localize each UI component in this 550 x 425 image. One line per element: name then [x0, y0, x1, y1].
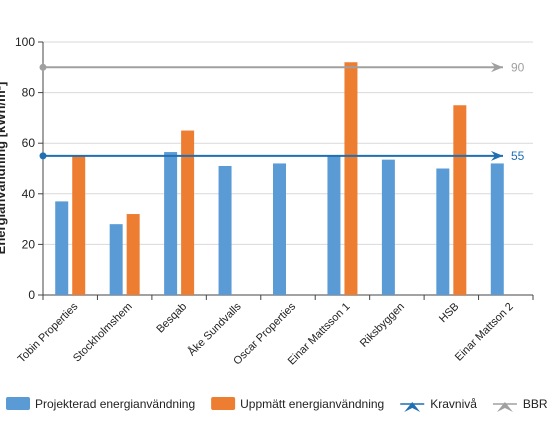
y-tick-label: 0 — [28, 288, 35, 302]
x-tick-label: Stockholmshem — [71, 301, 135, 365]
reference-line-arrow — [491, 62, 503, 73]
y-axis-title: Energianvändning [kWh/m²] — [0, 82, 8, 255]
y-tick-label: 20 — [22, 237, 36, 251]
reference-line-marker — [39, 152, 47, 160]
axis-layer: 0 20 40 60 80 100 — [15, 35, 534, 302]
legend-swatch — [211, 397, 236, 410]
reference-line-label: 55 — [511, 149, 525, 163]
x-tick-label: Einar Mattson 2 — [453, 301, 516, 364]
bar-projected — [164, 152, 178, 295]
bar-measured — [344, 62, 358, 295]
reference-line-layer: 55 90 — [39, 60, 525, 163]
x-tick-label: Åke Sundvalls — [185, 300, 244, 359]
bar-measured — [181, 130, 195, 295]
legend-arrow-icon — [496, 402, 513, 412]
bar-measured — [72, 155, 86, 295]
bar-projected — [436, 168, 450, 295]
legend-label: Kravnivå — [430, 397, 477, 411]
legend: Projekterad energianvändning Uppmätt ener… — [6, 397, 548, 412]
legend-arrow-icon — [404, 402, 421, 412]
legend-label: Projekterad energianvändning — [35, 397, 195, 411]
reference-line-label: 90 — [511, 60, 525, 74]
bar-projected — [218, 165, 232, 295]
legend-label: Uppmätt energianvändning — [240, 397, 384, 411]
legend-swatch — [6, 397, 30, 410]
legend-label: BBR — [523, 397, 548, 411]
bar-projected — [273, 163, 286, 295]
bar-measured — [453, 105, 467, 295]
bar-layer — [55, 62, 504, 295]
y-tick-label: 80 — [22, 86, 36, 100]
bar-measured — [126, 214, 140, 295]
reference-line-arrow — [491, 150, 503, 161]
y-tick-label: 60 — [22, 136, 36, 150]
reference-line-marker — [39, 63, 47, 71]
bar-projected — [490, 163, 504, 295]
y-tick-label: 40 — [22, 187, 36, 201]
bar-projected — [381, 159, 395, 295]
bar-projected — [55, 201, 69, 295]
grid-layer — [43, 41, 533, 245]
x-tick-label: Besqab — [154, 301, 189, 336]
x-tick-label: Riksbyggen — [358, 301, 407, 350]
bar-projected — [109, 224, 123, 295]
bar-projected — [327, 155, 341, 295]
x-tick-label: HSB — [437, 301, 461, 325]
y-tick-label: 100 — [15, 35, 35, 49]
